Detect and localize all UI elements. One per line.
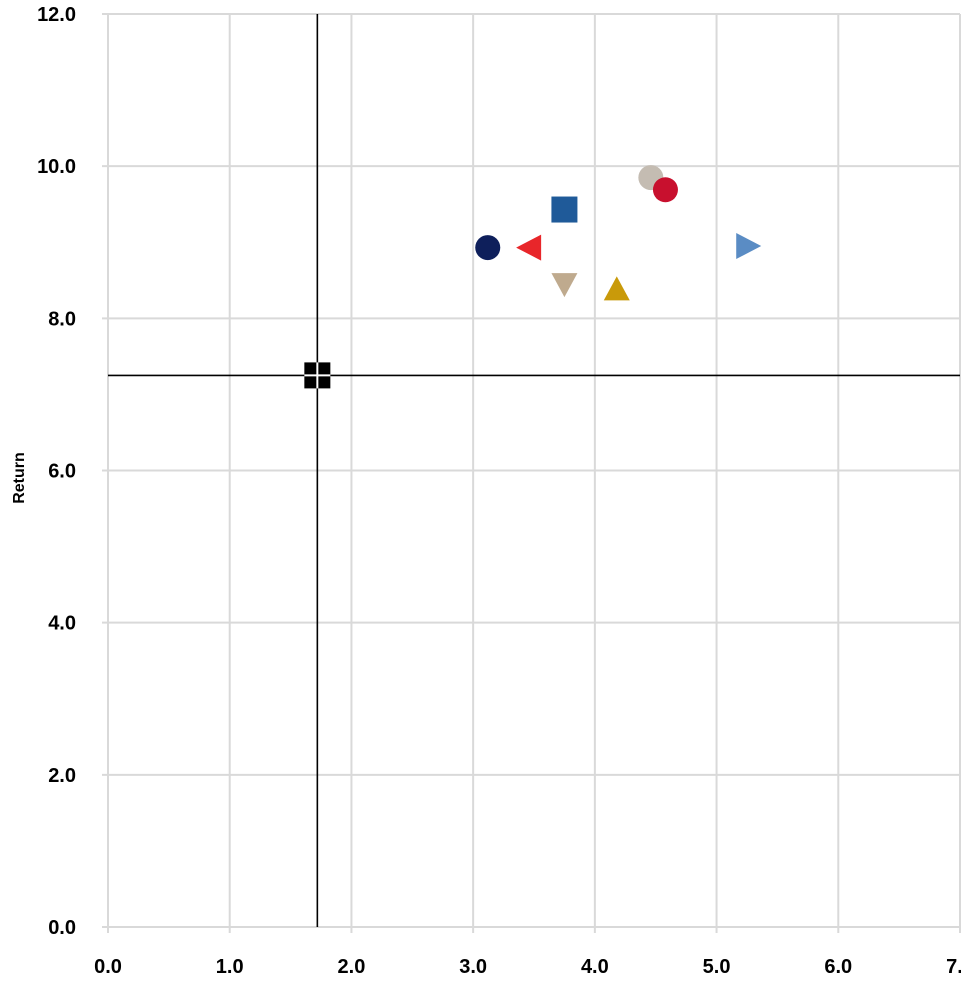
data-points	[304, 165, 762, 389]
y-tick-label: 12.0	[37, 4, 76, 26]
data-point-triangle-left	[516, 234, 542, 261]
y-axis-label: Return	[11, 452, 28, 504]
y-axis-ticks: 0.0 2.0 4.0 6.0 8.0 10.0 12.0	[37, 4, 76, 939]
y-tick-label: 2.0	[48, 765, 76, 787]
x-tick-label: 0.0	[94, 956, 122, 978]
y-tick-label: 4.0	[48, 613, 76, 635]
data-point-triangle-up	[603, 276, 630, 301]
data-point-triangle-down	[551, 273, 578, 298]
x-tick-label: 7.0	[946, 956, 961, 978]
x-tick-label: 5.0	[703, 956, 731, 978]
x-tick-label: 6.0	[824, 956, 852, 978]
reference-lines	[108, 14, 960, 927]
x-tick-label: 1.0	[216, 956, 244, 978]
data-point-circle	[652, 177, 678, 203]
data-point-circle	[475, 235, 501, 261]
data-point-triangle-right	[736, 233, 762, 260]
y-tick-label: 6.0	[48, 461, 76, 483]
data-point-square	[551, 196, 578, 223]
y-tick-label: 0.0	[48, 917, 76, 939]
y-tick-label: 10.0	[37, 156, 76, 178]
x-tick-label: 4.0	[581, 956, 609, 978]
y-tick-label: 8.0	[48, 308, 76, 330]
x-tick-label: 3.0	[459, 956, 487, 978]
grid-lines	[102, 13, 961, 933]
x-tick-label: 2.0	[338, 956, 366, 978]
x-axis-ticks: 0.0 1.0 2.0 3.0 4.0 5.0 6.0 7.0	[94, 956, 961, 978]
data-point-cross-square	[304, 362, 331, 389]
